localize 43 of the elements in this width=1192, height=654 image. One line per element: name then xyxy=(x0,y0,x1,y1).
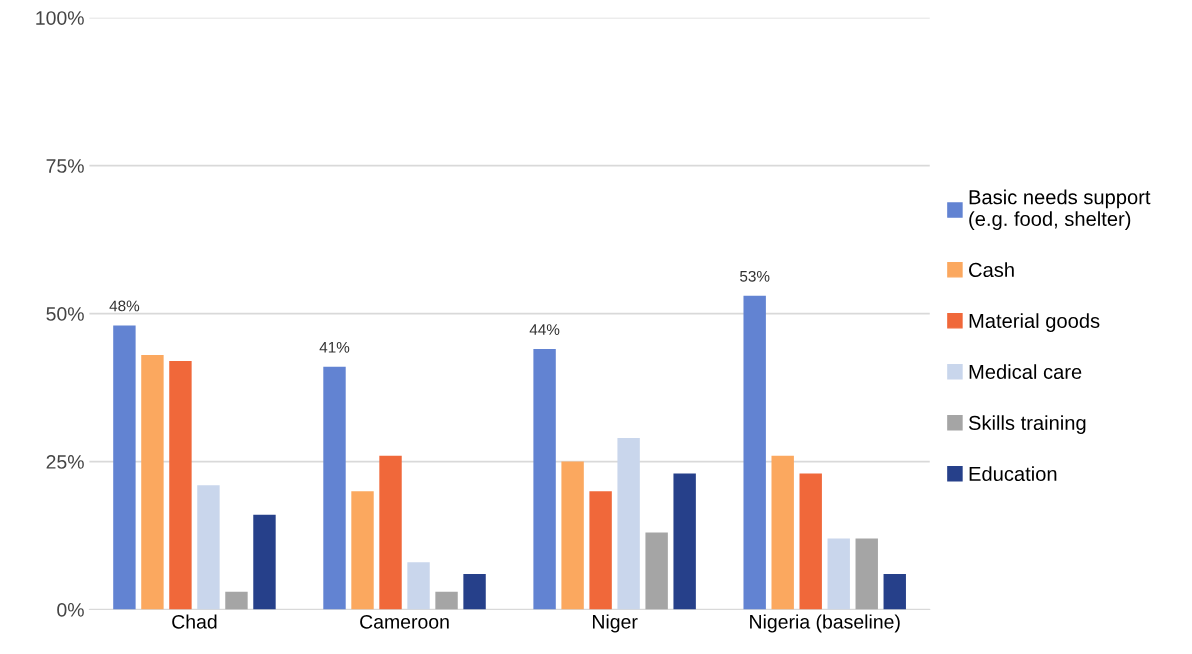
y-tick-label: 75% xyxy=(46,159,84,173)
bar xyxy=(113,325,136,610)
bar xyxy=(617,437,640,610)
y-tick-label: 50% xyxy=(46,307,84,321)
bar xyxy=(141,355,164,610)
legend-label: Skills training xyxy=(968,415,1086,434)
data-label: 48% xyxy=(109,300,140,312)
bar xyxy=(533,349,556,610)
bar xyxy=(379,455,402,610)
legend-label: Education xyxy=(969,466,1057,482)
bar xyxy=(589,491,612,610)
legend-label: Material goods xyxy=(969,313,1100,332)
x-tick-label: Niger xyxy=(592,614,638,633)
bar xyxy=(883,574,906,610)
data-label: 41% xyxy=(319,341,350,353)
bar xyxy=(827,538,850,610)
bar xyxy=(799,473,822,610)
bar xyxy=(673,473,696,610)
y-tick-label: 0% xyxy=(57,603,84,617)
y-tick-label: 100% xyxy=(36,11,84,25)
x-tick-label: Nigeria (baseline) xyxy=(750,614,900,633)
data-label: 53% xyxy=(740,270,770,282)
legend-label: Medical care xyxy=(969,364,1082,380)
bar xyxy=(197,485,220,610)
bar xyxy=(169,360,192,610)
bar xyxy=(435,591,458,610)
legend-label: Basic needs support (e.g. food, shelter) xyxy=(969,189,1151,231)
legend-label: Cash xyxy=(969,262,1014,278)
bar xyxy=(771,455,794,610)
bar xyxy=(351,491,374,610)
bar xyxy=(855,538,878,610)
bar xyxy=(561,461,584,610)
y-tick-label: 25% xyxy=(46,455,84,469)
bar xyxy=(225,591,248,610)
bar xyxy=(407,562,430,610)
bar xyxy=(463,574,486,610)
bar xyxy=(323,366,346,610)
bar xyxy=(645,532,668,610)
x-tick-label: Cameroon xyxy=(360,614,449,629)
data-label: 44% xyxy=(529,324,560,335)
bar xyxy=(253,514,276,610)
x-tick-label: Chad xyxy=(172,614,217,629)
bar xyxy=(743,295,766,610)
